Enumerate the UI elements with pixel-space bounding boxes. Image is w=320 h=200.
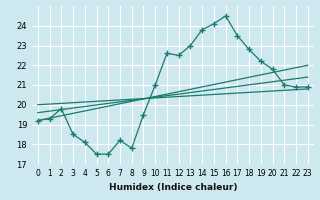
X-axis label: Humidex (Indice chaleur): Humidex (Indice chaleur) [108,183,237,192]
